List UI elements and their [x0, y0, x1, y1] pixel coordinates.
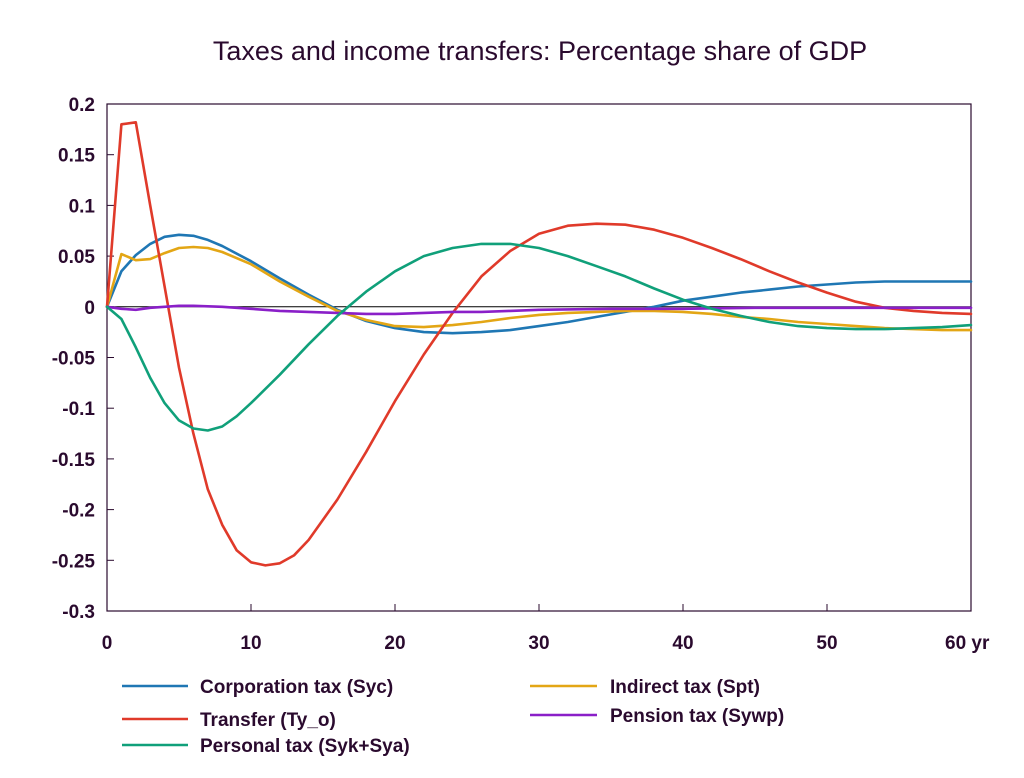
x-tick-label: 30	[528, 633, 549, 654]
y-tick-label: -0.05	[52, 349, 96, 370]
y-tick-label: -0.1	[62, 399, 95, 420]
chart-title: Taxes and income transfers: Percentage s…	[213, 36, 867, 66]
series-layer	[105, 121, 973, 567]
y-tick-label: 0	[84, 298, 95, 319]
y-tick-label: 0.2	[69, 95, 95, 116]
x-tick-label: 10	[240, 633, 261, 654]
series-line-0	[105, 233, 973, 335]
y-tick-label: -0.15	[52, 450, 96, 471]
legend: Corporation tax (Syc) Indirect tax (Spt) T…	[122, 677, 784, 757]
legend-label-3: Pension tax (Sywp)	[610, 706, 784, 727]
y-tick-label: 0.1	[69, 196, 96, 217]
x-tick-label: 40	[672, 633, 693, 654]
legend-label-4: Personal tax (Syk+Sya)	[200, 736, 410, 757]
x-tick-label: 50	[816, 633, 837, 654]
y-tick-label: -0.2	[62, 501, 95, 522]
x-tick-label: 0	[102, 633, 113, 654]
plot-area	[106, 103, 972, 612]
legend-label-0: Corporation tax (Syc)	[200, 677, 393, 698]
y-axis: 0.2 0.15 0.1 0.05 0 -0.05 -0.1 -0.15 -0.2 -0.25 -0…	[52, 95, 114, 623]
x-axis: 0 10 20 30 40 50 60 yr	[102, 604, 990, 654]
series-line-2	[105, 121, 973, 567]
y-tick-label: 0.15	[58, 146, 95, 167]
y-tick-label: -0.25	[52, 551, 96, 572]
series-line-4	[105, 242, 973, 432]
x-tick-label: 60 yr	[945, 633, 990, 654]
series-line-1	[105, 245, 973, 332]
series-line-3	[105, 304, 973, 316]
y-tick-label: 0.05	[58, 247, 95, 268]
x-tick-label: 20	[384, 633, 405, 654]
legend-label-2: Transfer (Ty_o)	[200, 710, 336, 731]
legend-label-1: Indirect tax (Spt)	[610, 677, 760, 698]
y-tick-label: -0.3	[62, 602, 95, 623]
